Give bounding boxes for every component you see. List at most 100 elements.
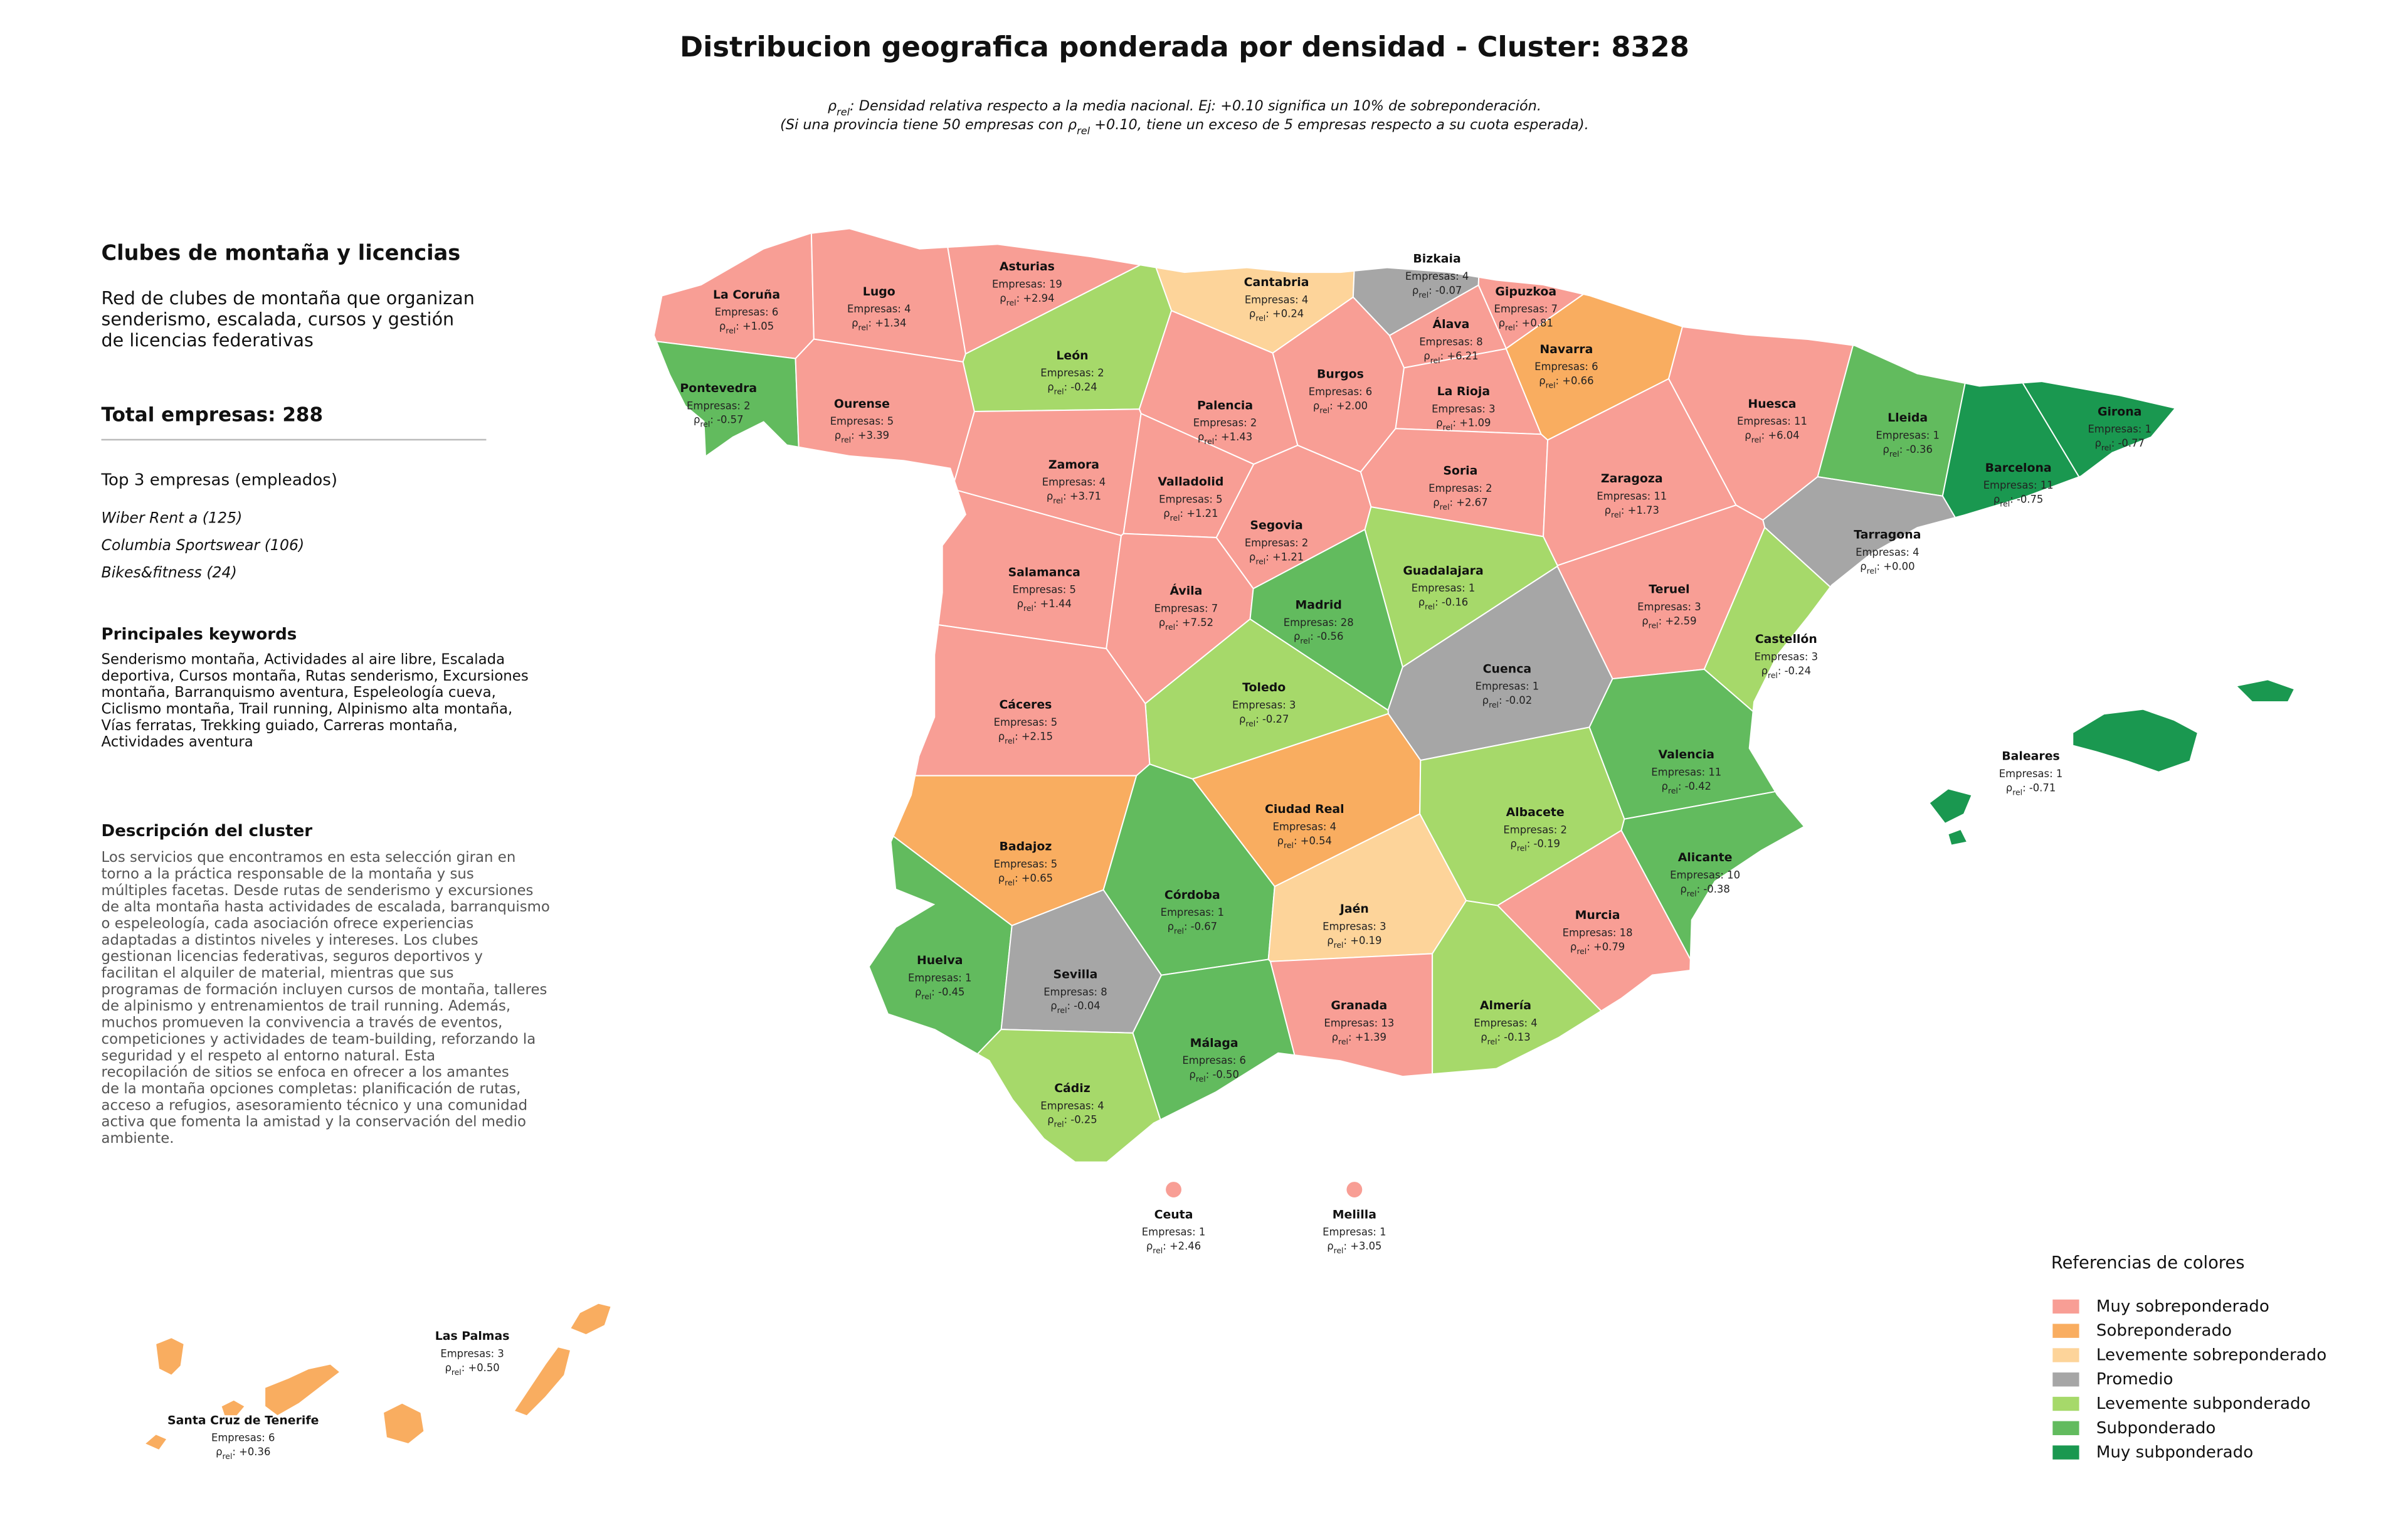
- count-value: 28: [1341, 616, 1354, 628]
- rho-sep: :: [1214, 431, 1221, 443]
- rho-sub: rel: [1300, 636, 1310, 645]
- province-name: Teruel: [1649, 583, 1689, 597]
- island: [221, 1399, 246, 1416]
- province-name: Girona: [2098, 405, 2141, 418]
- rho-value: +2.15: [1022, 730, 1053, 742]
- subtitle-line: (Si una provincia tiene 50 empresas con …: [780, 117, 1589, 137]
- rho-symbol: ρ: [1327, 934, 1333, 946]
- province-name: Valladolid: [1158, 475, 1223, 489]
- province-name: Zaragoza: [1601, 472, 1663, 485]
- province-rho: ρrel: -0.16: [1418, 596, 1468, 612]
- province-rho: ρrel: -0.77: [2094, 437, 2144, 453]
- rho-sub: rel: [1443, 423, 1453, 432]
- rho-sub: rel: [1204, 437, 1214, 446]
- count-label: Empresas:: [1193, 416, 1250, 428]
- description-heading: Descripción del cluster: [102, 822, 313, 841]
- rho-sub: rel: [1053, 496, 1063, 506]
- count-value: 8: [1476, 336, 1482, 348]
- description-line: ambiente.: [102, 1130, 174, 1147]
- province-name: Bizkaia: [1413, 252, 1460, 266]
- rho-value: +6.21: [1447, 349, 1478, 361]
- rho-sep: :: [1265, 551, 1272, 563]
- rho-value: +1.44: [1040, 598, 1072, 610]
- rho-sep: :: [1015, 872, 1022, 884]
- province-count: Empresas: 7: [1494, 303, 1558, 315]
- count-value: 4: [1302, 294, 1308, 305]
- info-panel: Clubes de montaña y licencias Total empr…: [101, 240, 550, 1147]
- province-rho: ρrel: +1.05: [719, 320, 774, 336]
- count-label: Empresas:: [992, 278, 1049, 290]
- enclave: [1346, 1182, 1363, 1197]
- province-count: Empresas: 4: [1856, 546, 1919, 558]
- province-name: Melilla: [1333, 1207, 1376, 1221]
- count-label: Empresas:: [1670, 869, 1727, 881]
- rho-symbol: ρ: [1277, 834, 1284, 846]
- rho-sep: :: [1450, 496, 1457, 508]
- rho-sep: :: [1255, 713, 1262, 724]
- count-value: 5: [1070, 583, 1076, 595]
- rho-value: -0.42: [1685, 780, 1711, 792]
- rho-value: -0.02: [1506, 694, 1532, 706]
- rho-symbol: ρ: [1993, 493, 2000, 505]
- rho-sub: rel: [1023, 603, 1033, 613]
- rho-sep: :: [1184, 920, 1191, 932]
- rho-sep: :: [462, 1361, 468, 1373]
- province-name: Santa Cruz de Tenerife: [167, 1413, 319, 1427]
- description-line: activa que fomenta la amistad y la conse…: [102, 1114, 526, 1130]
- province-rho: ρrel: +7.52: [1159, 616, 1213, 632]
- subtitle-text: : Densidad relativa respecto a la media …: [850, 98, 1541, 114]
- rho-symbol: ρ: [1047, 381, 1054, 393]
- rho-sep: :: [931, 985, 938, 997]
- province-name: Huelva: [917, 953, 963, 967]
- legend-label: Muy subponderado: [2096, 1443, 2253, 1462]
- rho-symbol: ρ: [1168, 920, 1174, 932]
- rho-value: +3.39: [858, 429, 889, 441]
- rho-symbol: ρ: [998, 730, 1005, 742]
- province-count: Empresas: 19: [992, 278, 1062, 290]
- province-rho: ρrel: -0.27: [1239, 713, 1289, 728]
- legend-label: Promedio: [2096, 1370, 2173, 1389]
- province-count: Empresas: 3: [1432, 403, 1495, 415]
- province-name: Valencia: [1659, 748, 1714, 761]
- subscript: rel: [1077, 125, 1090, 137]
- province-name: La Rioja: [1437, 385, 1491, 398]
- province-name: Las Palmas: [435, 1329, 510, 1343]
- rho-sep: :: [1064, 381, 1071, 393]
- rho-sep: :: [1329, 400, 1336, 411]
- count-label: Empresas:: [1737, 415, 1794, 427]
- province-count: Empresas: 11: [1651, 766, 1721, 778]
- rho-value: -0.67: [1191, 920, 1217, 932]
- province-rho: ρrel: +2.15: [998, 730, 1053, 746]
- province-name: Ciudad Real: [1265, 802, 1344, 816]
- rho-sep: :: [851, 429, 858, 441]
- rho-value: -0.04: [1074, 1000, 1100, 1012]
- province-count: Empresas: 5: [1159, 493, 1222, 505]
- rho-sub: rel: [1440, 502, 1450, 511]
- province-rho: ρrel: -0.24: [1047, 381, 1097, 396]
- rho-symbol: ρ: [2094, 437, 2101, 449]
- province-rho: ρrel: -0.13: [1481, 1031, 1530, 1046]
- rho-value: +1.21: [1186, 507, 1218, 519]
- province: [835, 1029, 1187, 1162]
- rho-symbol: ρ: [1883, 443, 1889, 455]
- rho-value: -0.16: [1442, 596, 1468, 608]
- province-rho: ρrel: -0.45: [915, 985, 964, 1001]
- subtitle: ρrel: Densidad relativa respecto a la me…: [780, 98, 1589, 137]
- count-label: Empresas:: [1856, 546, 1913, 558]
- description-line: gestionan licencias federativas, seguros…: [102, 948, 483, 965]
- rho-sub: rel: [1057, 1005, 1067, 1015]
- rho-value: +0.36: [239, 1446, 270, 1458]
- description-line: Los servicios que encontramos en esta se…: [102, 849, 516, 866]
- province-name: Cuenca: [1483, 662, 1531, 676]
- province-name: Salamanca: [1008, 565, 1080, 579]
- rho-sep: :: [1556, 374, 1563, 386]
- subtitle-text: (Si una provincia tiene 50 empresas con …: [780, 117, 1077, 133]
- count-value: 1: [2145, 423, 2151, 435]
- rho-sub: rel: [1255, 314, 1265, 323]
- province-rho: ρrel: +0.81: [1499, 317, 1553, 332]
- count-label: Empresas:: [1182, 1054, 1239, 1066]
- rho-sep: :: [1515, 317, 1522, 329]
- province-name: Burgos: [1317, 368, 1364, 381]
- province-rho: ρrel: +2.46: [1146, 1240, 1201, 1256]
- rho-sep: :: [2010, 493, 2017, 505]
